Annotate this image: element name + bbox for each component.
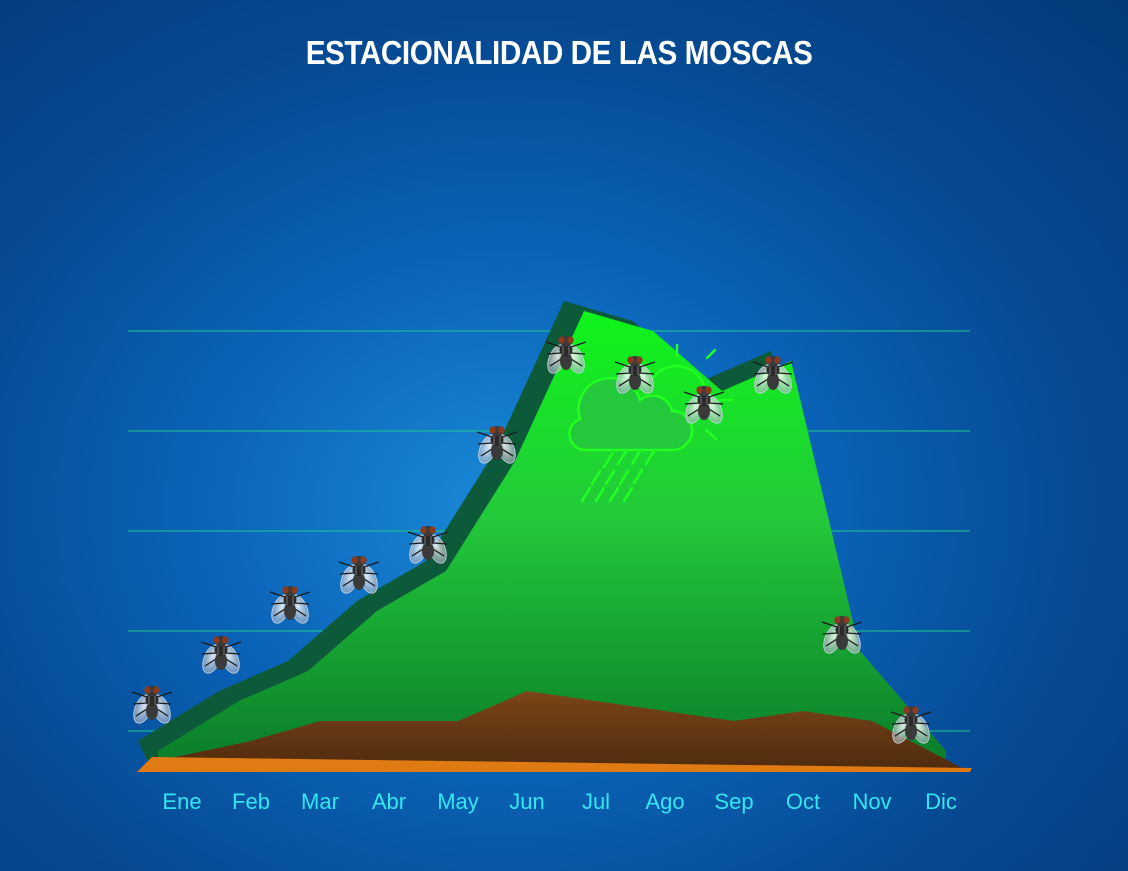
x-tick-label-May: May bbox=[437, 789, 479, 814]
fly-icon bbox=[198, 635, 244, 677]
chart-title: ESTACIONALIDAD DE LAS MOSCAS bbox=[305, 34, 813, 71]
x-axis-labels: Ene Feb Mar Abr May Jun Jul Ago Sep Oct Nov Dic bbox=[162, 789, 956, 814]
fly-icon bbox=[267, 585, 313, 627]
base-strip bbox=[137, 757, 972, 772]
x-tick-label-Oct: Oct bbox=[786, 789, 820, 814]
x-tick-label-Abr: Abr bbox=[372, 789, 406, 814]
x-tick-label-Jun: Jun bbox=[509, 789, 544, 814]
plot-area bbox=[137, 301, 972, 772]
series-area bbox=[158, 311, 946, 771]
x-tick-label-Mar: Mar bbox=[301, 789, 339, 814]
x-tick-label-Jul: Jul bbox=[582, 789, 610, 814]
fly-icon bbox=[405, 525, 451, 567]
x-tick-label-Ago: Ago bbox=[645, 789, 684, 814]
x-tick-label-Ene: Ene bbox=[162, 789, 201, 814]
x-tick-label-Dic: Dic bbox=[925, 789, 957, 814]
fly-icon bbox=[129, 685, 175, 727]
ground-area bbox=[140, 691, 970, 772]
fly-icon bbox=[336, 555, 382, 597]
x-tick-label-Sep: Sep bbox=[714, 789, 753, 814]
x-tick-label-Nov: Nov bbox=[852, 789, 891, 814]
x-tick-label-Feb: Feb bbox=[232, 789, 270, 814]
